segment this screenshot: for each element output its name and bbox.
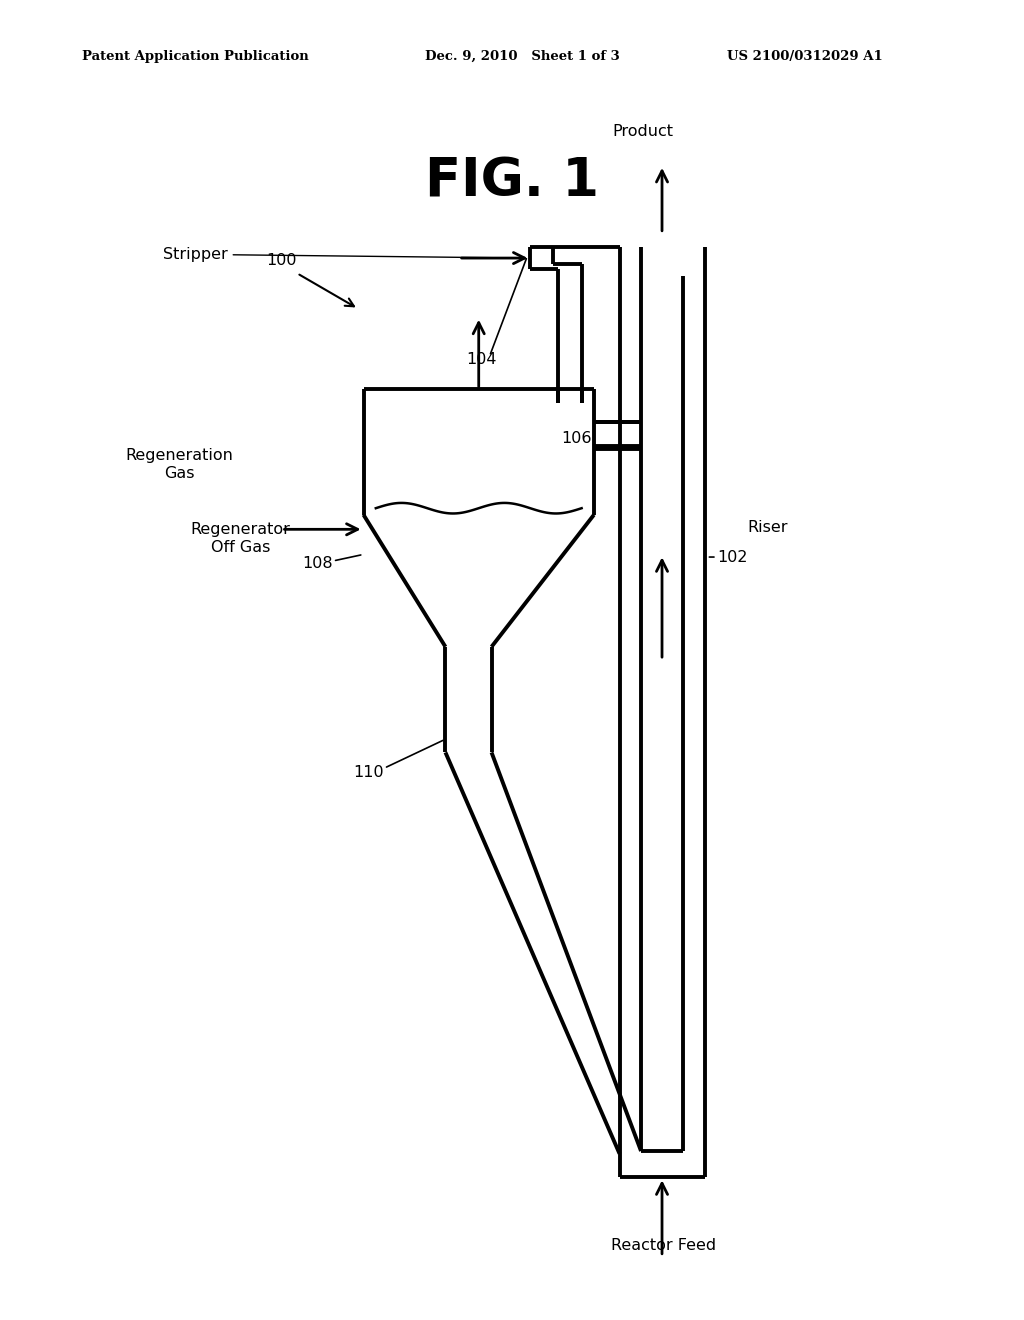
Text: 108: 108 [302, 556, 333, 572]
Text: 110: 110 [353, 764, 384, 780]
Text: FIG. 1: FIG. 1 [425, 156, 599, 207]
Text: 104: 104 [466, 351, 497, 367]
Text: Regenerator
Off Gas: Regenerator Off Gas [190, 523, 291, 554]
Text: Regeneration
Gas: Regeneration Gas [125, 449, 233, 480]
Text: 106: 106 [561, 430, 592, 446]
Text: Reactor Feed: Reactor Feed [611, 1238, 716, 1253]
Text: 102: 102 [717, 549, 748, 565]
Text: Patent Application Publication: Patent Application Publication [82, 50, 308, 63]
Text: Dec. 9, 2010   Sheet 1 of 3: Dec. 9, 2010 Sheet 1 of 3 [425, 50, 620, 63]
Text: US 2100/0312029 A1: US 2100/0312029 A1 [727, 50, 883, 63]
Text: 100: 100 [266, 252, 297, 268]
Text: Product: Product [612, 124, 674, 139]
Text: Stripper: Stripper [163, 247, 227, 263]
Text: Riser: Riser [748, 520, 788, 536]
